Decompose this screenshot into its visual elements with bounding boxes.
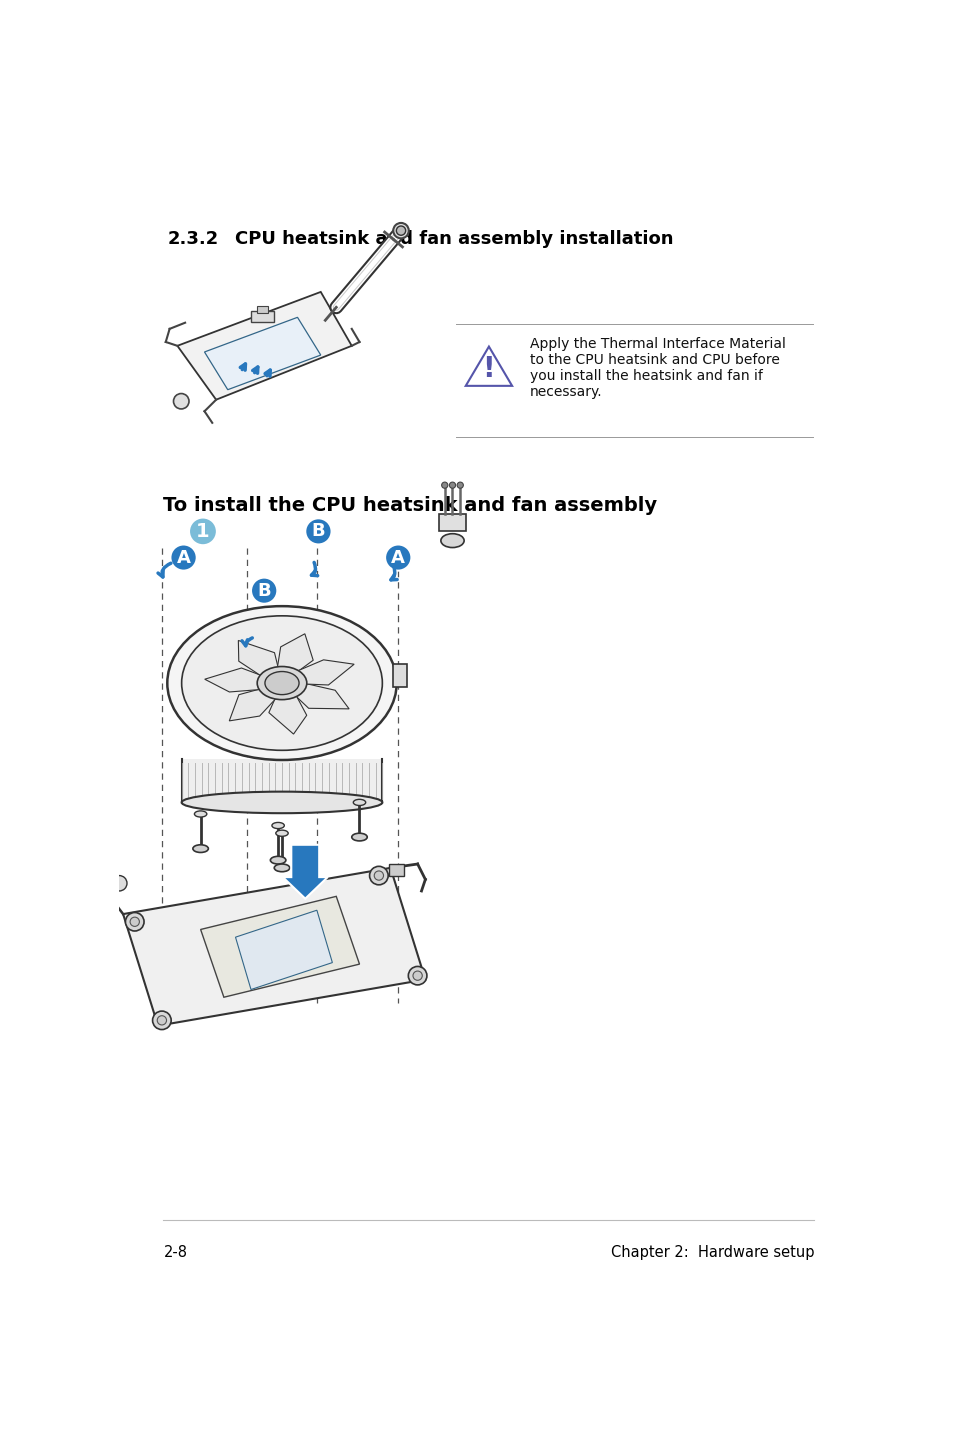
Bar xyxy=(389,864,404,876)
Ellipse shape xyxy=(194,811,207,817)
Text: 2-8: 2-8 xyxy=(163,1245,187,1260)
Polygon shape xyxy=(269,695,307,733)
Circle shape xyxy=(456,482,463,489)
Polygon shape xyxy=(229,687,277,720)
Polygon shape xyxy=(200,896,359,997)
Ellipse shape xyxy=(167,607,396,761)
Polygon shape xyxy=(238,640,279,677)
Polygon shape xyxy=(295,660,354,684)
Text: !: ! xyxy=(482,355,495,383)
Text: To install the CPU heatsink and fan assembly: To install the CPU heatsink and fan asse… xyxy=(163,496,657,515)
Circle shape xyxy=(173,394,189,408)
Ellipse shape xyxy=(352,833,367,841)
Polygon shape xyxy=(177,292,352,400)
Text: A: A xyxy=(176,548,191,567)
Circle shape xyxy=(112,876,127,892)
Circle shape xyxy=(189,518,216,545)
Circle shape xyxy=(413,971,422,981)
Text: Apply the Thermal Interface Material
to the CPU heatsink and CPU before
you inst: Apply the Thermal Interface Material to … xyxy=(530,336,785,400)
Text: 1: 1 xyxy=(196,522,210,541)
Polygon shape xyxy=(292,683,349,709)
Circle shape xyxy=(305,518,332,545)
Polygon shape xyxy=(204,318,320,390)
Circle shape xyxy=(441,482,447,489)
Bar xyxy=(181,759,382,802)
Ellipse shape xyxy=(181,615,382,751)
Circle shape xyxy=(374,871,383,880)
Ellipse shape xyxy=(274,864,290,871)
Ellipse shape xyxy=(275,830,288,837)
Circle shape xyxy=(152,1011,171,1030)
Ellipse shape xyxy=(270,856,286,864)
Circle shape xyxy=(251,578,277,604)
Circle shape xyxy=(369,866,388,884)
Bar xyxy=(393,664,406,687)
Ellipse shape xyxy=(353,800,365,805)
Ellipse shape xyxy=(193,844,208,853)
Ellipse shape xyxy=(265,672,298,695)
Polygon shape xyxy=(277,634,313,674)
Ellipse shape xyxy=(272,823,284,828)
Bar xyxy=(251,311,274,322)
Polygon shape xyxy=(235,910,332,989)
Circle shape xyxy=(449,482,456,489)
Polygon shape xyxy=(205,669,267,692)
Text: B: B xyxy=(312,522,325,541)
Circle shape xyxy=(385,545,411,571)
Text: CPU heatsink and fan assembly installation: CPU heatsink and fan assembly installati… xyxy=(235,230,673,249)
Bar xyxy=(257,306,268,313)
Text: 2.3.2: 2.3.2 xyxy=(167,230,218,249)
Circle shape xyxy=(125,913,144,930)
Circle shape xyxy=(393,223,408,239)
Bar xyxy=(438,513,466,531)
Circle shape xyxy=(171,545,196,571)
Polygon shape xyxy=(123,869,425,1025)
Text: B: B xyxy=(257,581,271,600)
Text: A: A xyxy=(391,548,405,567)
Ellipse shape xyxy=(440,533,464,548)
Circle shape xyxy=(395,226,405,236)
Circle shape xyxy=(408,966,427,985)
FancyArrow shape xyxy=(282,844,328,899)
Circle shape xyxy=(157,1015,167,1025)
Ellipse shape xyxy=(257,667,307,700)
Text: Chapter 2:  Hardware setup: Chapter 2: Hardware setup xyxy=(610,1245,814,1260)
Ellipse shape xyxy=(181,792,382,814)
Circle shape xyxy=(130,917,139,926)
